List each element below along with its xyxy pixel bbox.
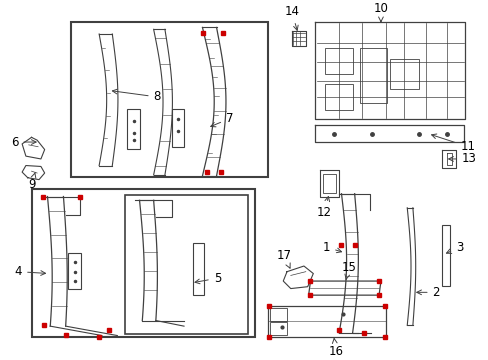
Bar [71,22,268,177]
Text: 1: 1 [322,241,341,254]
Text: 4: 4 [15,265,45,278]
Text: 9: 9 [28,172,36,191]
Bar [31,189,255,337]
Bar [193,243,204,295]
Text: 10: 10 [373,2,387,22]
Bar [127,109,140,149]
Text: 8: 8 [112,89,161,103]
Text: 3: 3 [446,241,463,254]
Bar [322,174,335,193]
Bar [269,323,286,334]
Text: 6: 6 [11,136,36,149]
Text: 15: 15 [341,261,356,279]
Text: 14: 14 [284,5,299,30]
Text: 16: 16 [327,338,343,358]
Bar [269,308,286,320]
Bar [68,253,81,289]
Text: 5: 5 [195,272,221,285]
Bar [172,109,183,147]
Bar [125,195,247,334]
Bar [324,84,352,110]
Text: 17: 17 [276,249,291,268]
Bar [389,59,418,89]
Bar [324,48,352,75]
Bar [441,225,448,286]
Text: 12: 12 [316,197,331,219]
Bar [360,48,386,103]
Text: 7: 7 [210,112,233,127]
Text: 13: 13 [448,152,476,166]
Text: 2: 2 [416,286,439,299]
Text: 11: 11 [431,134,475,153]
